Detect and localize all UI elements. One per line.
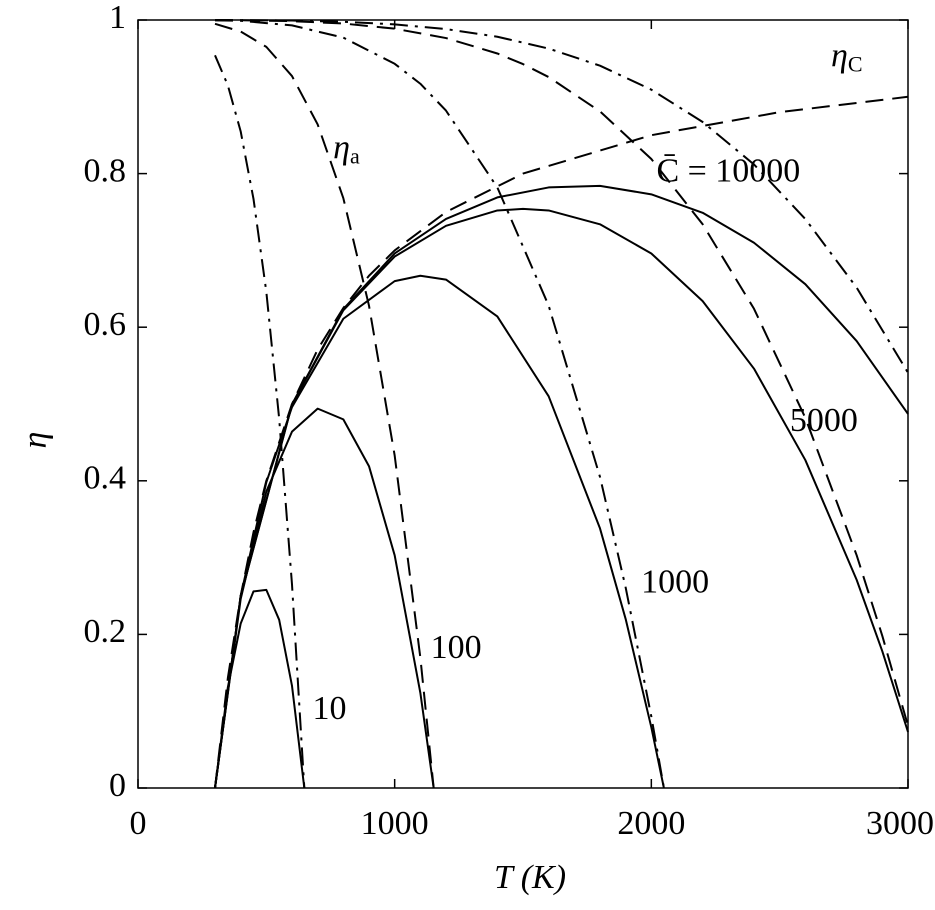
series-line [214,22,435,789]
annotation-text: 10 [313,690,347,727]
annotation: ηa [333,129,360,168]
series-line [214,407,435,789]
y-tick-label: 0.2 [84,613,127,650]
annotation-text: 100 [431,629,482,666]
annotation: C̄ = 10000 [656,152,800,189]
series-line [214,184,909,789]
annotation: ηC [831,37,863,76]
x-tick-label: 3000 [866,805,934,842]
series-line [214,95,909,789]
y-axis-label: η [17,432,54,449]
annotation: 10 [313,690,347,727]
series-line [214,19,909,374]
annotation-text: η [831,37,848,74]
x-tick-label: 1000 [361,805,429,842]
y-tick-label: 0 [109,767,126,804]
series-line [214,54,306,789]
annotation-subscript: C [848,51,863,76]
annotation-subscript: a [350,144,360,169]
annotation: 5000 [790,402,858,439]
x-tick-label: 0 [130,805,147,842]
series-line [214,19,909,727]
annotation-text: 1000 [641,563,709,600]
annotation: 100 [431,629,482,666]
x-axis-label: T (K) [494,859,566,896]
y-tick-label: 0.8 [84,152,127,189]
plot-frame [137,19,909,789]
annotation: 1000 [641,563,709,600]
annotation-text: 5000 [790,402,858,439]
annotation-text: C̄ = 10000 [656,152,800,189]
y-tick-label: 1 [109,0,126,36]
series-line [214,274,665,789]
annotation-text: η [333,129,350,166]
y-tick-label: 0.6 [84,306,127,343]
series-line [214,19,665,789]
x-tick-label: 2000 [617,805,685,842]
y-tick-label: 0.4 [84,460,127,497]
